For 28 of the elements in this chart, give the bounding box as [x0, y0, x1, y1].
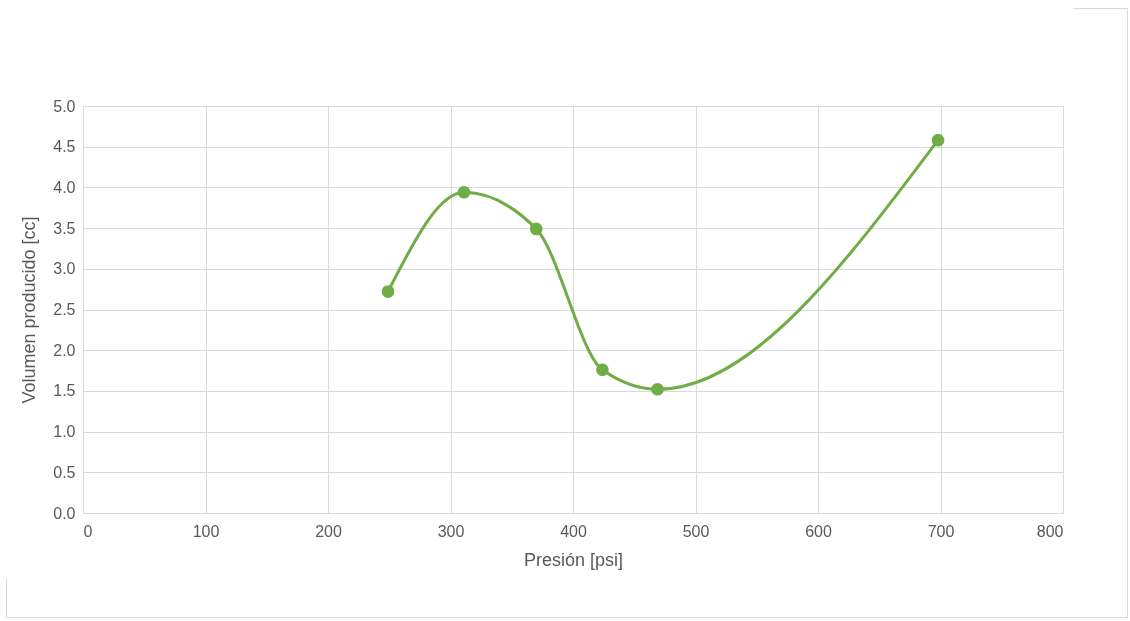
y-tick-label: 4.0 — [53, 178, 76, 196]
x-tick-label: 400 — [560, 522, 587, 540]
x-tick-label: 200 — [315, 522, 342, 540]
y-tick-label: 2.0 — [53, 341, 76, 359]
y-tick-label: 4.5 — [53, 138, 76, 156]
point — [381, 285, 395, 298]
x-tick-label: 0 — [83, 522, 93, 540]
y-tick-label: 2.5 — [53, 301, 76, 318]
x-axis-title: Presión [psi] — [523, 549, 624, 570]
x-tick-label: 300 — [437, 522, 465, 540]
y-tick-label: 0.5 — [53, 463, 76, 481]
x-tick-label: 600 — [805, 522, 832, 540]
y-tick-label: 1.0 — [53, 423, 76, 441]
point — [529, 222, 543, 236]
x-tick-label: 800 — [1036, 522, 1064, 540]
point — [457, 185, 471, 199]
point — [596, 363, 609, 377]
y-tick-label: 1.5 — [53, 382, 76, 400]
y-tick-label: 3.0 — [53, 260, 76, 278]
y-tick-label: 5.0 — [53, 97, 76, 115]
point — [651, 382, 664, 396]
y-tick-label: 0.0 — [53, 504, 76, 522]
x-tick-label: 500 — [682, 522, 710, 540]
x-tick-label: 100 — [192, 522, 220, 540]
y-axis-title: Volumen producido [cc] — [19, 216, 40, 404]
x-tick-label: 700 — [927, 522, 955, 540]
point — [931, 133, 945, 147]
y-tick-label: 3.5 — [53, 219, 76, 237]
